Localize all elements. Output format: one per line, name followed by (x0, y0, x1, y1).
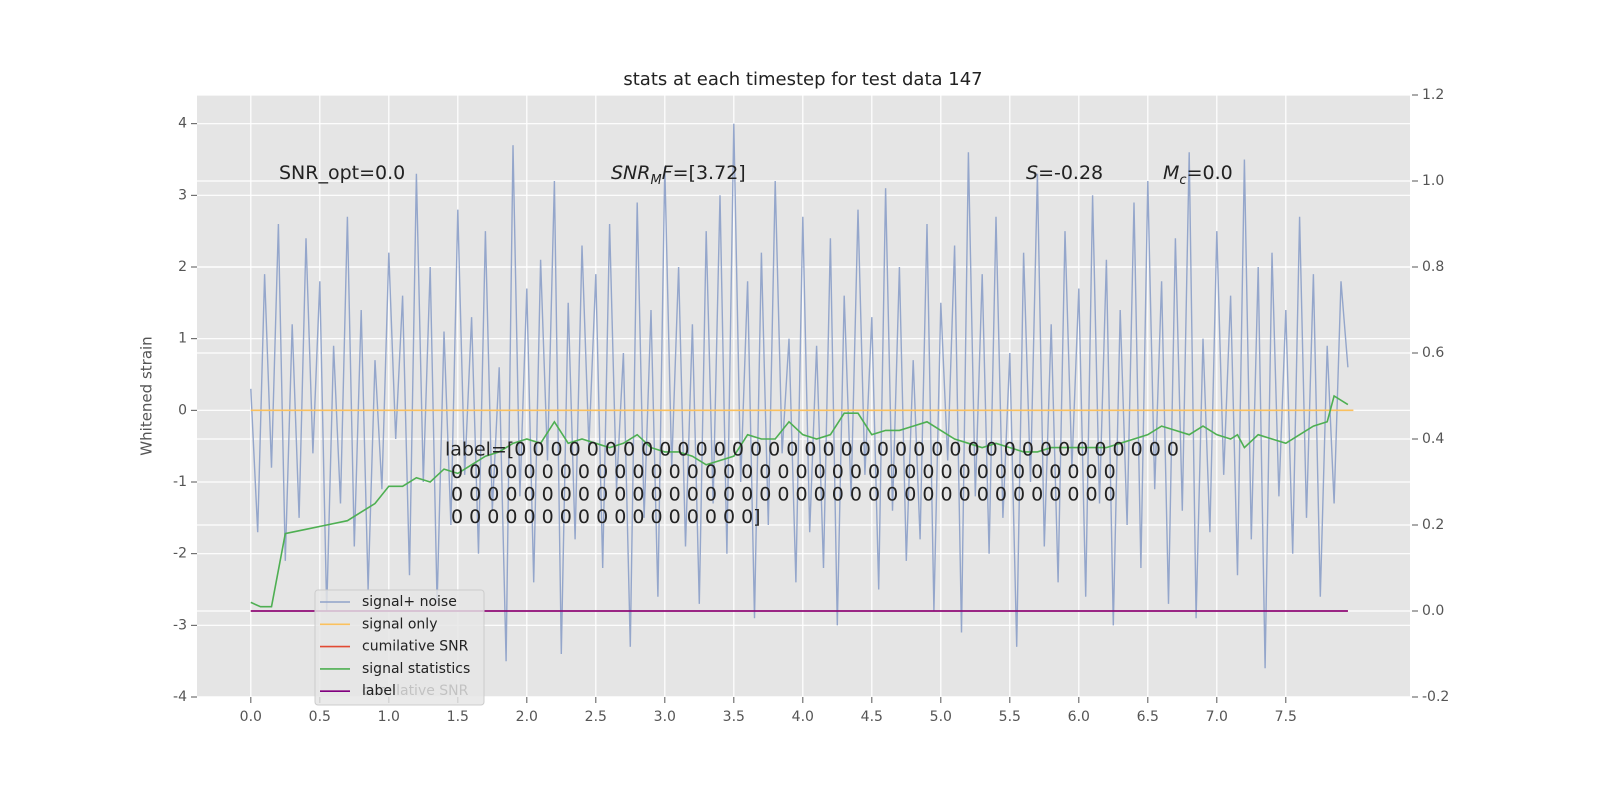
annotation-part: =[3.72] (673, 162, 746, 184)
x-tick-label: 5.0 (930, 709, 952, 725)
annotation-part: =0.0 (1187, 162, 1233, 184)
legend-label: signal only (362, 616, 437, 632)
series-line (250, 123, 1349, 669)
y-tick-label: 0 (178, 402, 187, 418)
label-text-line: 0 0 0 0 0 0 0 0 0 0 0 0 0 0 0 0 0 0 0 0 … (445, 484, 1116, 506)
annotation-part: F (662, 162, 674, 184)
y-axis-label: Whitened strain (138, 336, 156, 455)
legend-label: signal+ noise (362, 594, 457, 610)
y2-tick-label: 0.0 (1422, 603, 1444, 619)
series-line (250, 394, 1349, 608)
annotation: SNR_opt=0.0 (279, 162, 405, 184)
y-tick-label: 4 (178, 116, 187, 132)
x-tick-label: 7.5 (1275, 709, 1297, 725)
y2-tick-label: 0.2 (1422, 517, 1444, 533)
legend-box (314, 589, 485, 706)
y-tick-label: -4 (173, 689, 187, 705)
annotation: S=-0.28 (1026, 162, 1103, 184)
y-tick-label: 2 (178, 259, 187, 275)
annotation-part: M (650, 173, 661, 188)
legend-label: label (362, 683, 396, 699)
x-tick-label: 7.0 (1206, 709, 1228, 725)
y2-tick-label: 1.2 (1422, 87, 1444, 103)
annotation-part: S (1026, 162, 1038, 184)
x-tick-label: 1.0 (378, 709, 400, 725)
y2-tick-label: 0.8 (1422, 259, 1444, 275)
y-tick-label: -3 (173, 617, 187, 633)
y-tick-label: -1 (173, 474, 187, 490)
x-tick-label: 3.0 (654, 709, 676, 725)
label-text-line: 0 0 0 0 0 0 0 0 0 0 0 0 0 0 0 0 0] (445, 506, 761, 528)
y-tick-label: 1 (178, 331, 187, 347)
x-tick-label: 2.5 (585, 709, 607, 725)
chart-title: stats at each timestep for test data 147 (623, 69, 982, 90)
x-tick-label: 5.5 (999, 709, 1021, 725)
annotation-part: =-0.28 (1038, 162, 1103, 184)
x-tick-label: 4.5 (861, 709, 883, 725)
x-tick-label: 0.0 (240, 709, 262, 725)
label-text-line: label=[0 0 0 0 0 0 0 0 0 0 0 0 0 0 0 0 0… (445, 439, 1179, 461)
x-tick-label: 1.5 (447, 709, 469, 725)
label-text-line: 0 0 0 0 0 0 0 0 0 0 0 0 0 0 0 0 0 0 0 0 … (445, 461, 1116, 483)
annotation-part: SNR (611, 162, 650, 184)
x-tick-label: 0.5 (309, 709, 331, 725)
x-tick-label: 6.0 (1068, 709, 1090, 725)
y2-tick-label: 0.4 (1422, 431, 1444, 447)
x-tick-label: 6.5 (1137, 709, 1159, 725)
x-tick-label: 3.5 (723, 709, 745, 725)
legend-label: signal statistics (362, 661, 470, 677)
annotation: Mc=0.0 (1163, 162, 1233, 189)
y2-tick-label: -0.2 (1422, 689, 1449, 705)
annotation-part: c (1179, 173, 1186, 188)
x-tick-label: 4.0 (792, 709, 814, 725)
x-tick-label: 2.0 (516, 709, 538, 725)
annotation-part: SNR_opt=0.0 (279, 162, 405, 184)
annotation-part: M (1163, 162, 1179, 184)
annotation: SNRMF=[3.72] (611, 162, 746, 189)
legend-label: cumilative SNR (362, 639, 469, 655)
y2-tick-label: 1.0 (1422, 173, 1444, 189)
y-tick-label: -2 (173, 546, 187, 562)
y-tick-label: 3 (178, 187, 187, 203)
y2-tick-label: 0.6 (1422, 345, 1444, 361)
